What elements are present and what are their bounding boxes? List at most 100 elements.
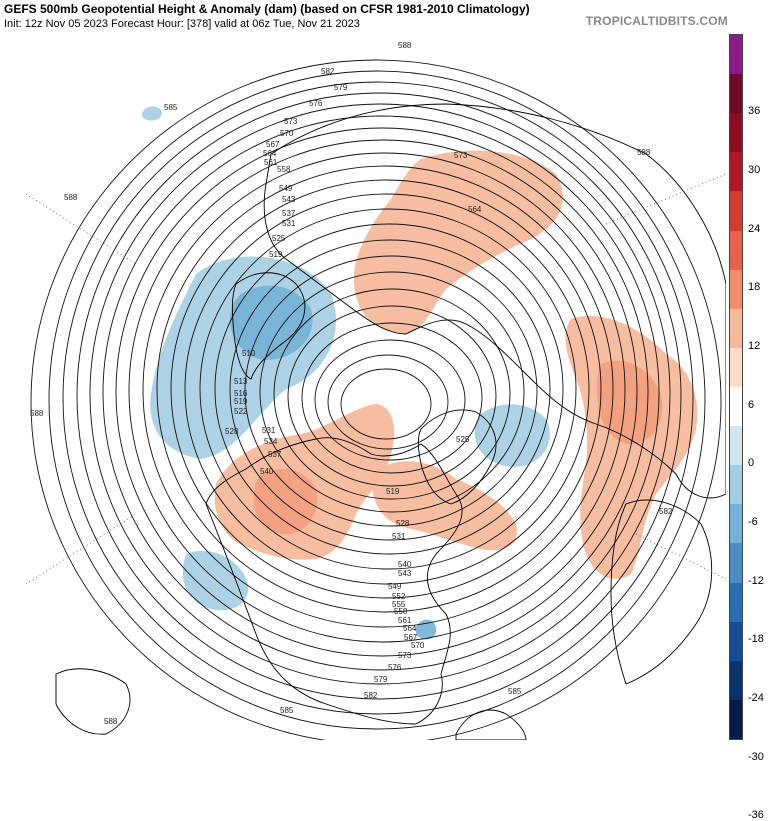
colorbar-segment: [730, 308, 742, 349]
graticule-line: [26, 513, 137, 585]
height-contour: [170, 179, 602, 599]
height-contour: [76, 92, 682, 700]
height-contour: [115, 127, 649, 657]
colorbar-label: -18: [748, 633, 764, 646]
height-label: 558: [394, 607, 408, 616]
colorbar-label: 12: [748, 339, 761, 352]
height-contour: [89, 103, 671, 685]
height-label: 558: [277, 165, 291, 174]
height-contour: [142, 152, 626, 628]
colorbar-segment: [730, 660, 742, 701]
height-label: 519: [269, 250, 283, 259]
height-contour: [156, 165, 614, 613]
colorbar-segment: [730, 113, 742, 153]
height-label: 531: [262, 426, 276, 435]
colorbar-label: -12: [748, 574, 764, 587]
coastline-australia-hint: [55, 668, 131, 735]
height-label: 564: [263, 149, 277, 158]
height-label: 570: [280, 129, 294, 138]
chart-subtitle: Init: 12z Nov 05 2023 Forecast Hour: [37…: [4, 18, 360, 30]
colorbar-label: 36: [748, 105, 761, 118]
height-label: 540: [260, 467, 274, 476]
map-panel: 588 582 579 576 573 570 567 564 561 558 …: [26, 34, 726, 740]
graticule-line: [605, 173, 726, 225]
negative-anomaly-greenland-sea: [474, 404, 550, 467]
negative-anomaly-alaska-core: [230, 285, 313, 360]
height-label: 573: [398, 651, 412, 660]
colorbar-label: -24: [748, 691, 764, 704]
height-anomaly-map: 588 582 579 576 573 570 567 564 561 558 …: [26, 41, 726, 740]
height-contour: [229, 239, 551, 541]
negative-anomaly-us-southeast: [415, 619, 437, 640]
height-contour: [287, 305, 497, 487]
height-label: 576: [388, 663, 402, 672]
height-label: 588: [398, 41, 412, 50]
graticule-line: [26, 193, 137, 265]
height-label: 561: [264, 158, 278, 167]
coastline-north-america: [205, 437, 463, 725]
colorbar-segment: [730, 230, 742, 271]
positive-anomaly-siberia: [353, 150, 563, 334]
height-label: 573: [284, 117, 298, 126]
anomaly-colorbar: [729, 34, 743, 740]
height-label: 528: [396, 519, 410, 528]
height-contour: [340, 368, 432, 440]
coastline-africa: [610, 499, 713, 685]
colorbar-segment: [730, 504, 742, 544]
height-contour: [314, 339, 466, 461]
height-label: 537: [282, 209, 296, 218]
height-label: 525: [272, 234, 286, 243]
anomaly-shading: [141, 106, 698, 640]
colorbar-label: 6: [748, 398, 755, 411]
height-label: 585: [508, 687, 522, 696]
colorbar-segment: [730, 621, 742, 662]
chart-title: GEFS 500mb Geopotential Height & Anomaly…: [4, 2, 530, 16]
brand-watermark: TROPICALTIDBITS.COM: [585, 14, 728, 28]
height-label: 582: [321, 67, 335, 76]
height-label: 531: [282, 219, 296, 228]
height-label: 552: [392, 592, 406, 601]
height-label: 540: [398, 560, 412, 569]
height-labels: 588 582 579 576 573 570 567 564 561 558 …: [30, 41, 673, 726]
colorbar-segment: [730, 191, 742, 232]
negative-anomaly-pacific: [182, 550, 249, 611]
height-label: 582: [659, 507, 673, 516]
colorbar-segment: [730, 387, 742, 427]
height-contour: [62, 81, 694, 715]
height-contour: [128, 139, 638, 643]
height-label: 510: [242, 349, 256, 358]
height-contour: [327, 354, 449, 450]
height-contour: [301, 322, 483, 474]
colorbar-label: 18: [748, 281, 761, 294]
height-contours: [30, 59, 722, 740]
height-contour: [199, 208, 577, 570]
coastline-south-america: [455, 709, 527, 740]
graticule: [26, 173, 726, 585]
height-label: 579: [374, 675, 388, 684]
height-label: 516: [234, 389, 248, 398]
positive-anomaly-west-north-america-core: [253, 469, 318, 535]
positive-anomaly-east-canada: [371, 461, 517, 551]
colorbar-segment: [730, 74, 742, 114]
height-label: 585: [280, 706, 294, 715]
colorbar-label: 30: [748, 163, 761, 176]
height-label: 588: [30, 409, 44, 418]
coastlines: [55, 103, 726, 740]
height-contour: [102, 115, 660, 671]
colorbar-segment: [730, 347, 742, 388]
coastline-eurasia: [263, 103, 726, 499]
height-label: 519: [386, 487, 400, 496]
colorbar-segment: [730, 426, 742, 466]
height-label: 531: [392, 532, 406, 541]
colorbar-segment: [730, 152, 742, 192]
height-contour: [273, 288, 511, 500]
height-label: 576: [309, 99, 323, 108]
height-label: 555: [392, 600, 406, 609]
height-label: 543: [282, 195, 296, 204]
height-label: 537: [268, 450, 282, 459]
negative-anomaly-hawaii: [141, 106, 162, 121]
height-label: 588: [637, 148, 651, 157]
colorbar-segment: [730, 465, 742, 505]
height-label: 570: [411, 641, 425, 650]
height-contour: [259, 271, 525, 513]
